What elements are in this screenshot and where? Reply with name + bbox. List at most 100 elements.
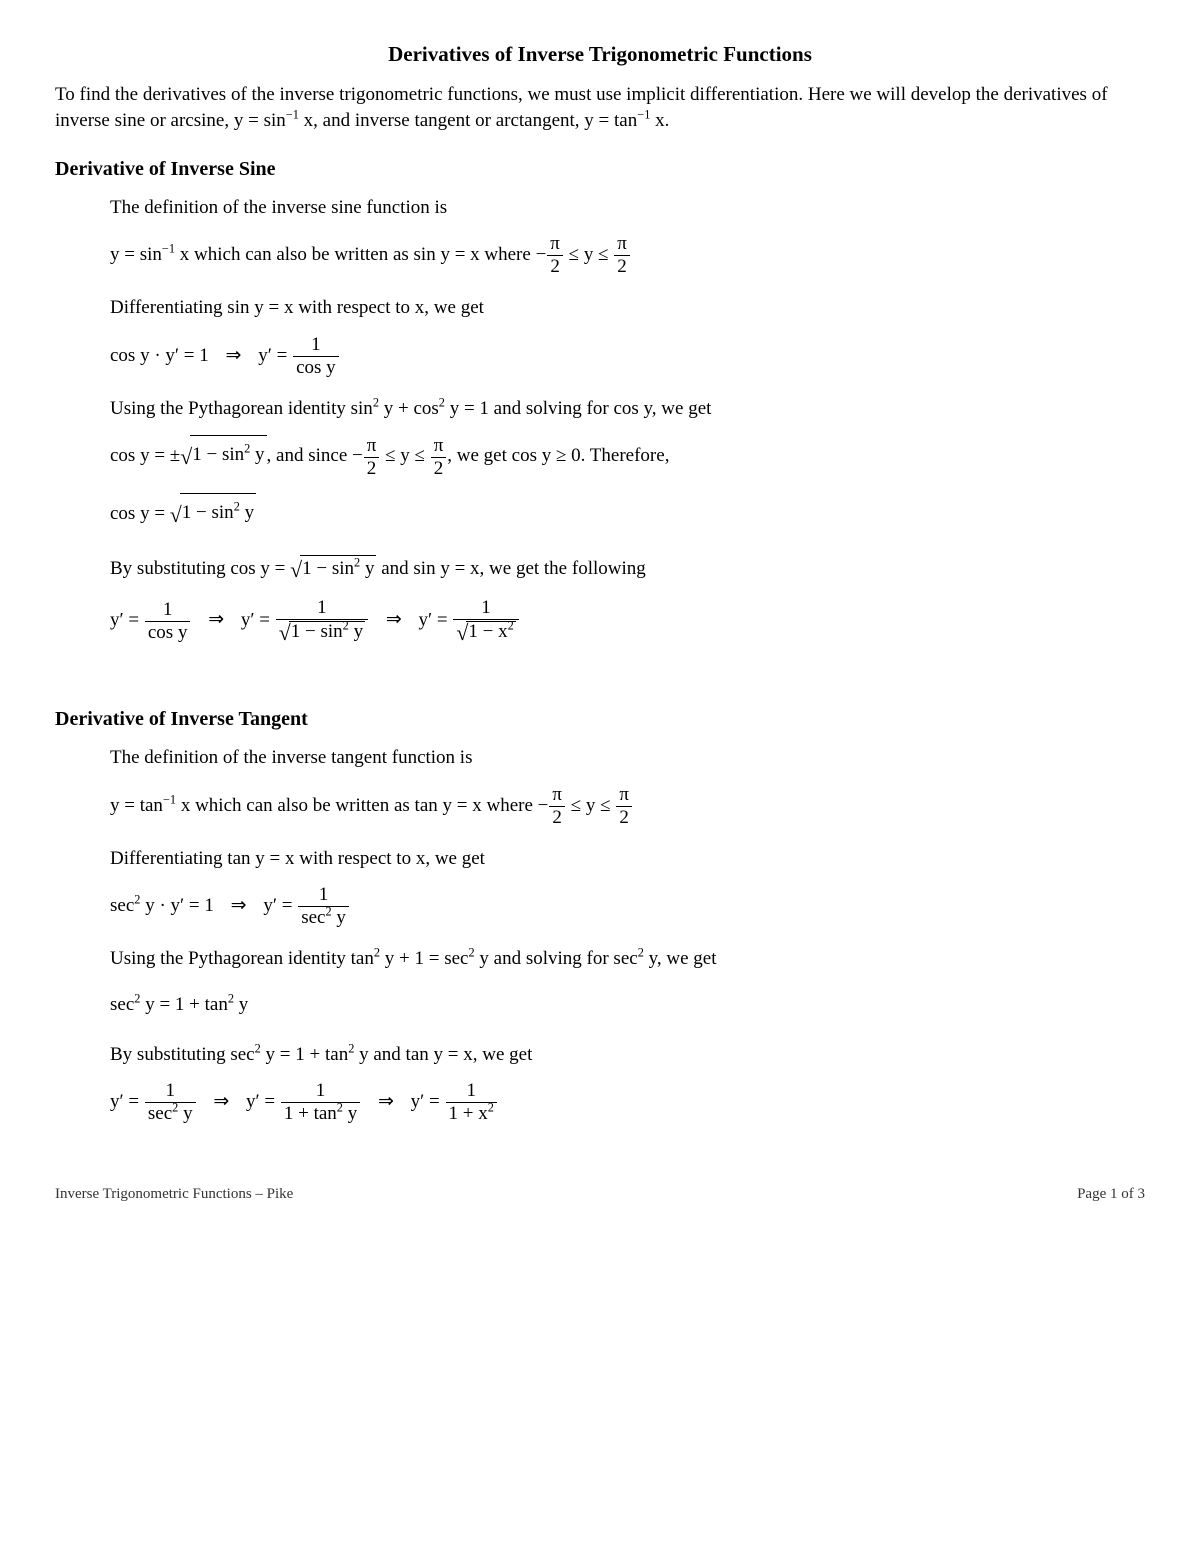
numerator: π [616,785,632,807]
eq-text: and sin y = x, we get the following [376,558,645,579]
exponent-neg1: −1 [637,108,650,122]
denominator: 2 [549,807,565,828]
fraction: 11 + x2 [446,1081,497,1124]
eq-text: , we get cos y ≥ 0. Therefore, [447,446,669,467]
fraction: 1sec2 y [145,1081,196,1124]
footer-left: Inverse Trigonometric Functions – Pike [55,1186,293,1202]
tan-p1: The definition of the inverse tangent fu… [110,745,1145,771]
sine-eq2: cos y · y′ = 1 ⇒ y′ = 1cos y [110,335,1145,378]
eq-text: x which can also be written as sin y = x… [175,244,546,265]
sine-eq5: y′ = 1cos y ⇒ y′ = 1√1 − sin2 y ⇒ y′ = 1… [110,598,1145,644]
implies-arrow: ⇒ [208,601,224,639]
fraction: 1cos y [293,335,339,378]
section-heading-tangent: Derivative of Inverse Tangent [55,706,1145,733]
eq-text: y [234,994,248,1015]
eq-text: y = sin [110,244,162,265]
fraction: π2 [614,234,630,277]
section-heading-sine: Derivative of Inverse Sine [55,156,1145,183]
eq-text: y, we get [644,948,717,969]
denominator: 2 [614,256,630,277]
sine-p3: Using the Pythagorean identity sin2 y + … [110,396,1145,422]
sqrt: √1 − x2 [456,621,515,644]
implies-arrow: ⇒ [378,1083,394,1121]
tan-p3: Using the Pythagorean identity tan2 y + … [110,946,1145,972]
tan-p2: Differentiating tan y = x with respect t… [110,846,1145,872]
radicand: 1 − sin [182,502,234,523]
implies-arrow: ⇒ [231,887,247,925]
implies-arrow: ⇒ [213,1083,229,1121]
denominator: √1 − sin2 y [276,620,368,644]
numerator: 1 [281,1081,360,1103]
eq-text: , and since − [267,446,363,467]
sqrt: √1 − sin2 y [180,435,266,479]
numerator: π [431,436,447,458]
sine-p1: The definition of the inverse sine funct… [110,195,1145,221]
eq-text: x which can also be written as tan y = x… [176,794,548,815]
fraction: 11 + tan2 y [281,1081,360,1124]
radical-icon: √ [180,436,192,480]
numerator: 1 [276,598,368,620]
eq-text: sec [110,994,134,1015]
den-text: sec [301,907,325,928]
eq-text: y′ = [110,1091,144,1112]
eq-text: y + 1 = sec [380,948,468,969]
eq-text: y = tan [110,794,163,815]
eq-text: cos y = ± [110,446,180,467]
denominator: 2 [431,458,447,479]
footer-right: Page 1 of 3 [1077,1184,1145,1204]
eq-text: cos y · y′ = 1 [110,345,209,366]
eq-text: ≤ y ≤ [566,794,615,815]
intro-text-c: x. [650,110,669,131]
radicand: 1 − sin [192,444,244,465]
numerator: π [364,436,380,458]
eq-text: y′ = [246,1091,280,1112]
radicand: 1 − sin [302,558,354,579]
tan-eq1: y = tan−1 x which can also be written as… [110,785,1145,828]
denominator: 2 [364,458,380,479]
radicand: 1 − x [468,621,507,642]
radicand: 1 − sin [291,621,343,642]
radicand-tail: y [250,444,264,465]
implies-arrow: ⇒ [226,337,242,375]
denominator: 2 [547,256,563,277]
fraction: 1cos y [145,600,191,643]
numerator: 1 [453,598,518,620]
eq-text: y = 1 + tan [261,1044,348,1065]
sine-eq1: y = sin−1 x which can also be written as… [110,234,1145,277]
eq-text: y′ = [418,609,452,630]
fraction: π2 [616,785,632,828]
den-text: sec [148,1103,172,1124]
sine-p2: Differentiating sin y = x with respect t… [110,295,1145,321]
den-text: y [178,1103,192,1124]
tan-p4: By substituting sec2 y = 1 + tan2 y and … [110,1042,1145,1068]
exponent-neg1: −1 [162,242,175,256]
den-text: 1 + x [449,1103,488,1124]
exponent-2: 2 [508,619,514,633]
denominator: 2 [616,807,632,828]
denominator: 1 + tan2 y [281,1103,360,1124]
intro-text-b: x, and inverse tangent or arctangent, y … [299,110,637,131]
eq-text: By substituting cos y = [110,558,290,579]
eq-text: y′ = [263,895,297,916]
eq-text: y′ = [411,1091,445,1112]
radicand-tail: y [349,621,363,642]
fraction: 1√1 − sin2 y [276,598,368,644]
sqrt: √1 − sin2 y [279,621,365,644]
numerator: π [547,234,563,256]
eq-text: y = 1 and solving for cos y, we get [445,398,711,419]
fraction: π2 [549,785,565,828]
page-footer: Inverse Trigonometric Functions – Pike P… [55,1184,1145,1204]
radical-icon: √ [456,622,468,645]
den-text: y [343,1103,357,1124]
denominator: √1 − x2 [453,620,518,644]
fraction: π2 [547,234,563,277]
exponent-neg1: −1 [286,108,299,122]
eq-text: ≤ y ≤ [564,244,613,265]
denominator: 1 + x2 [446,1103,497,1124]
sine-p4: By substituting cos y = √1 − sin2 y and … [110,555,1145,584]
exponent-2: 2 [488,1101,494,1115]
denominator: cos y [145,622,191,643]
numerator: 1 [298,885,349,907]
eq-text: y′ = [258,345,292,366]
fraction: π2 [364,436,380,479]
